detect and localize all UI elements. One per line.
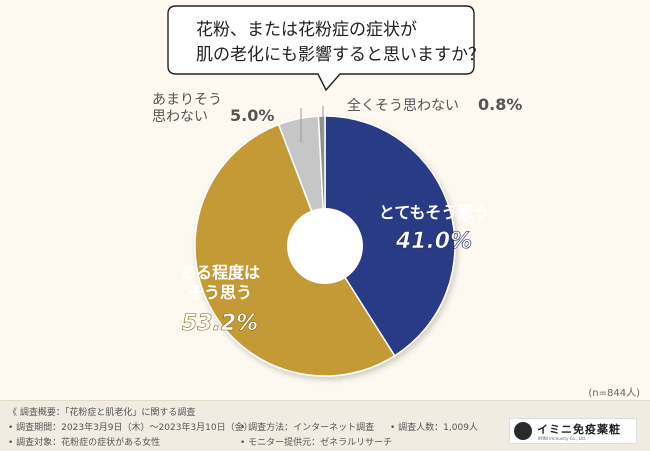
footer-monitor: • モニター提供元：ゼネラルリサーチ — [240, 438, 393, 448]
sample-size-label: (n=844人) — [588, 387, 640, 399]
pie-slices — [194, 115, 456, 377]
logo-subtitle: IMINI Immunity Co., Ltd. — [538, 436, 587, 441]
slice-value-not-at-all: 0.8% — [478, 95, 522, 114]
logo-mark-icon — [514, 422, 532, 440]
slice-label-not-at-all: 全くそう思わない 0.8% — [347, 95, 522, 114]
footer-target: • 調査対象：花粉症の症状がある女性 — [8, 438, 161, 448]
slice-label-somewhat-line-1: ある程度は — [180, 263, 260, 282]
slice-label-not-at-all-text: 全くそう思わない — [347, 97, 459, 114]
slice-label-somewhat: ある程度は そう思う 53.2% — [180, 263, 260, 336]
slice-value-somewhat: 53.2% — [182, 311, 258, 336]
footer-count: • 調査人数：1,009人 — [390, 423, 478, 433]
slice-label-somewhat-line-2: そう思う — [188, 283, 252, 302]
chart-title-line-1: 花粉、または花粉症の症状が — [196, 20, 417, 40]
chart-title-line-2: 肌の老化にも影響すると思いますか？ — [196, 45, 485, 65]
slice-label-very-much: とてもそう思う 41.0% — [379, 203, 489, 254]
title-bubble: 花粉、または花粉症の症状が 肌の老化にも影響すると思いますか？ — [167, 5, 485, 92]
footer-overview: 《 調査概要：「花粉症と肌老化」に関する調査 — [8, 408, 196, 418]
slice-label-very-much-text: とてもそう思う — [379, 203, 489, 222]
slice-label-rarely: あまりそう 思わない 5.0% — [152, 92, 274, 125]
pie-center-hole — [287, 208, 363, 284]
logo-name: イミニ免疫薬粧 — [537, 423, 621, 436]
slice-value-rarely: 5.0% — [230, 106, 274, 125]
slice-value-very-much: 41.0% — [395, 229, 472, 254]
footer-method: • 調査方法：インターネット調査 — [240, 423, 375, 433]
slice-label-rarely-line-2: 思わない — [152, 109, 208, 125]
company-logo: イミニ免疫薬粧 IMINI Immunity Co., Ltd. — [509, 418, 637, 444]
slice-label-rarely-line-1: あまりそう — [152, 92, 222, 108]
footer-period: • 調査期間：2023年3月9日（木）～2023年3月10日（金） — [8, 423, 253, 433]
